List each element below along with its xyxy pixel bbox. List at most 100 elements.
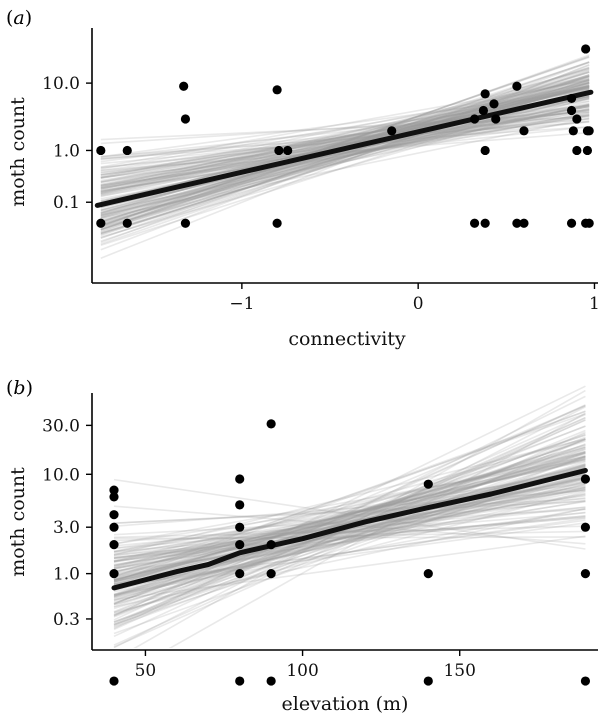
- posterior-line: [100, 77, 590, 195]
- posterior-line: [113, 458, 586, 571]
- posterior-line: [100, 85, 590, 219]
- posterior-line: [113, 484, 586, 578]
- posterior-line: [100, 82, 590, 225]
- posterior-line: [113, 445, 586, 581]
- data-point: [580, 569, 591, 579]
- panel-b-points: [109, 419, 591, 686]
- posterior-line: [113, 477, 586, 568]
- posterior-line: [100, 114, 590, 161]
- posterior-line: [100, 55, 590, 228]
- posterior-line: [100, 87, 590, 197]
- y-tick-label: 0.3: [53, 610, 80, 630]
- y-tick-label: 10.0: [42, 74, 80, 94]
- data-point: [580, 522, 591, 532]
- posterior-line: [100, 74, 590, 233]
- posterior-line: [100, 61, 590, 244]
- posterior-line: [113, 413, 586, 578]
- data-point: [266, 569, 276, 579]
- posterior-line: [100, 54, 590, 231]
- posterior-line: [100, 114, 590, 197]
- posterior-line: [100, 111, 590, 176]
- posterior-line: [100, 120, 590, 187]
- posterior-line: [113, 475, 586, 598]
- posterior-line: [113, 458, 586, 577]
- posterior-line: [100, 88, 590, 194]
- data-point: [387, 126, 397, 136]
- posterior-line: [113, 439, 586, 605]
- posterior-line: [113, 483, 586, 598]
- posterior-line: [113, 444, 586, 584]
- posterior-line: [113, 465, 586, 581]
- posterior-line: [113, 410, 586, 580]
- posterior-line: [100, 75, 590, 193]
- posterior-line: [113, 497, 586, 525]
- posterior-line: [100, 85, 590, 170]
- y-tick-label: 10.0: [42, 465, 80, 485]
- data-point: [469, 114, 480, 124]
- data-point: [122, 145, 132, 156]
- posterior-line: [113, 486, 586, 596]
- posterior-line: [113, 450, 586, 576]
- data-point: [180, 218, 191, 228]
- posterior-line: [100, 79, 590, 235]
- posterior-line: [113, 508, 586, 596]
- data-point: [519, 126, 529, 136]
- posterior-line: [113, 500, 586, 575]
- posterior-line: [100, 64, 590, 251]
- y-tick-label: 3.0: [53, 518, 80, 538]
- posterior-line: [113, 455, 586, 623]
- posterior-line: [100, 78, 590, 242]
- posterior-line: [113, 490, 586, 614]
- posterior-line: [100, 76, 590, 205]
- posterior-line: [100, 74, 590, 236]
- posterior-line: [113, 450, 586, 596]
- posterior-line: [113, 419, 586, 627]
- data-point: [109, 492, 119, 502]
- panel-b-axes: 50 100 150 0.3 1.0 3.0 10.0 30.0: [42, 393, 598, 681]
- posterior-line: [113, 454, 586, 574]
- posterior-line: [113, 481, 586, 591]
- posterior-line: [100, 104, 590, 176]
- data-point: [109, 540, 119, 550]
- posterior-line: [113, 425, 586, 605]
- posterior-line: [113, 443, 586, 626]
- data-point: [235, 676, 245, 686]
- posterior-line: [113, 494, 586, 570]
- data-point: [266, 419, 276, 429]
- posterior-line: [100, 86, 590, 178]
- posterior-line: [113, 448, 586, 577]
- posterior-line: [113, 456, 586, 581]
- posterior-line: [113, 461, 586, 610]
- posterior-line: [100, 80, 590, 235]
- posterior-line: [113, 410, 586, 583]
- posterior-line: [100, 82, 590, 234]
- posterior-line: [100, 86, 590, 186]
- posterior-line: [113, 497, 586, 566]
- posterior-line: [100, 103, 590, 186]
- posterior-line: [100, 115, 590, 192]
- posterior-line: [113, 467, 586, 578]
- data-point: [478, 105, 489, 116]
- data-point: [266, 676, 276, 686]
- posterior-line: [113, 536, 586, 540]
- panel-b: (b) 50 100 150 0.3 1.0 3.0 10.0 30.0 elevation …: [6, 377, 598, 715]
- posterior-line: [113, 456, 586, 628]
- posterior-line: [113, 479, 586, 564]
- panel-a-fit-line-group: [94, 89, 594, 208]
- posterior-line: [100, 94, 590, 224]
- posterior-line: [113, 515, 586, 559]
- posterior-line: [100, 109, 590, 169]
- data-point: [109, 569, 119, 579]
- data-point: [572, 114, 582, 124]
- posterior-line: [113, 446, 586, 585]
- posterior-line: [100, 90, 590, 158]
- posterior-line: [100, 68, 590, 207]
- posterior-line: [113, 416, 586, 626]
- x-tick-label: 150: [443, 661, 475, 681]
- posterior-line: [113, 535, 586, 601]
- posterior-line: [113, 452, 586, 582]
- posterior-line: [113, 467, 586, 626]
- data-point: [180, 114, 191, 124]
- panel-b-fit-line-group: [111, 468, 588, 591]
- posterior-line: [113, 525, 586, 539]
